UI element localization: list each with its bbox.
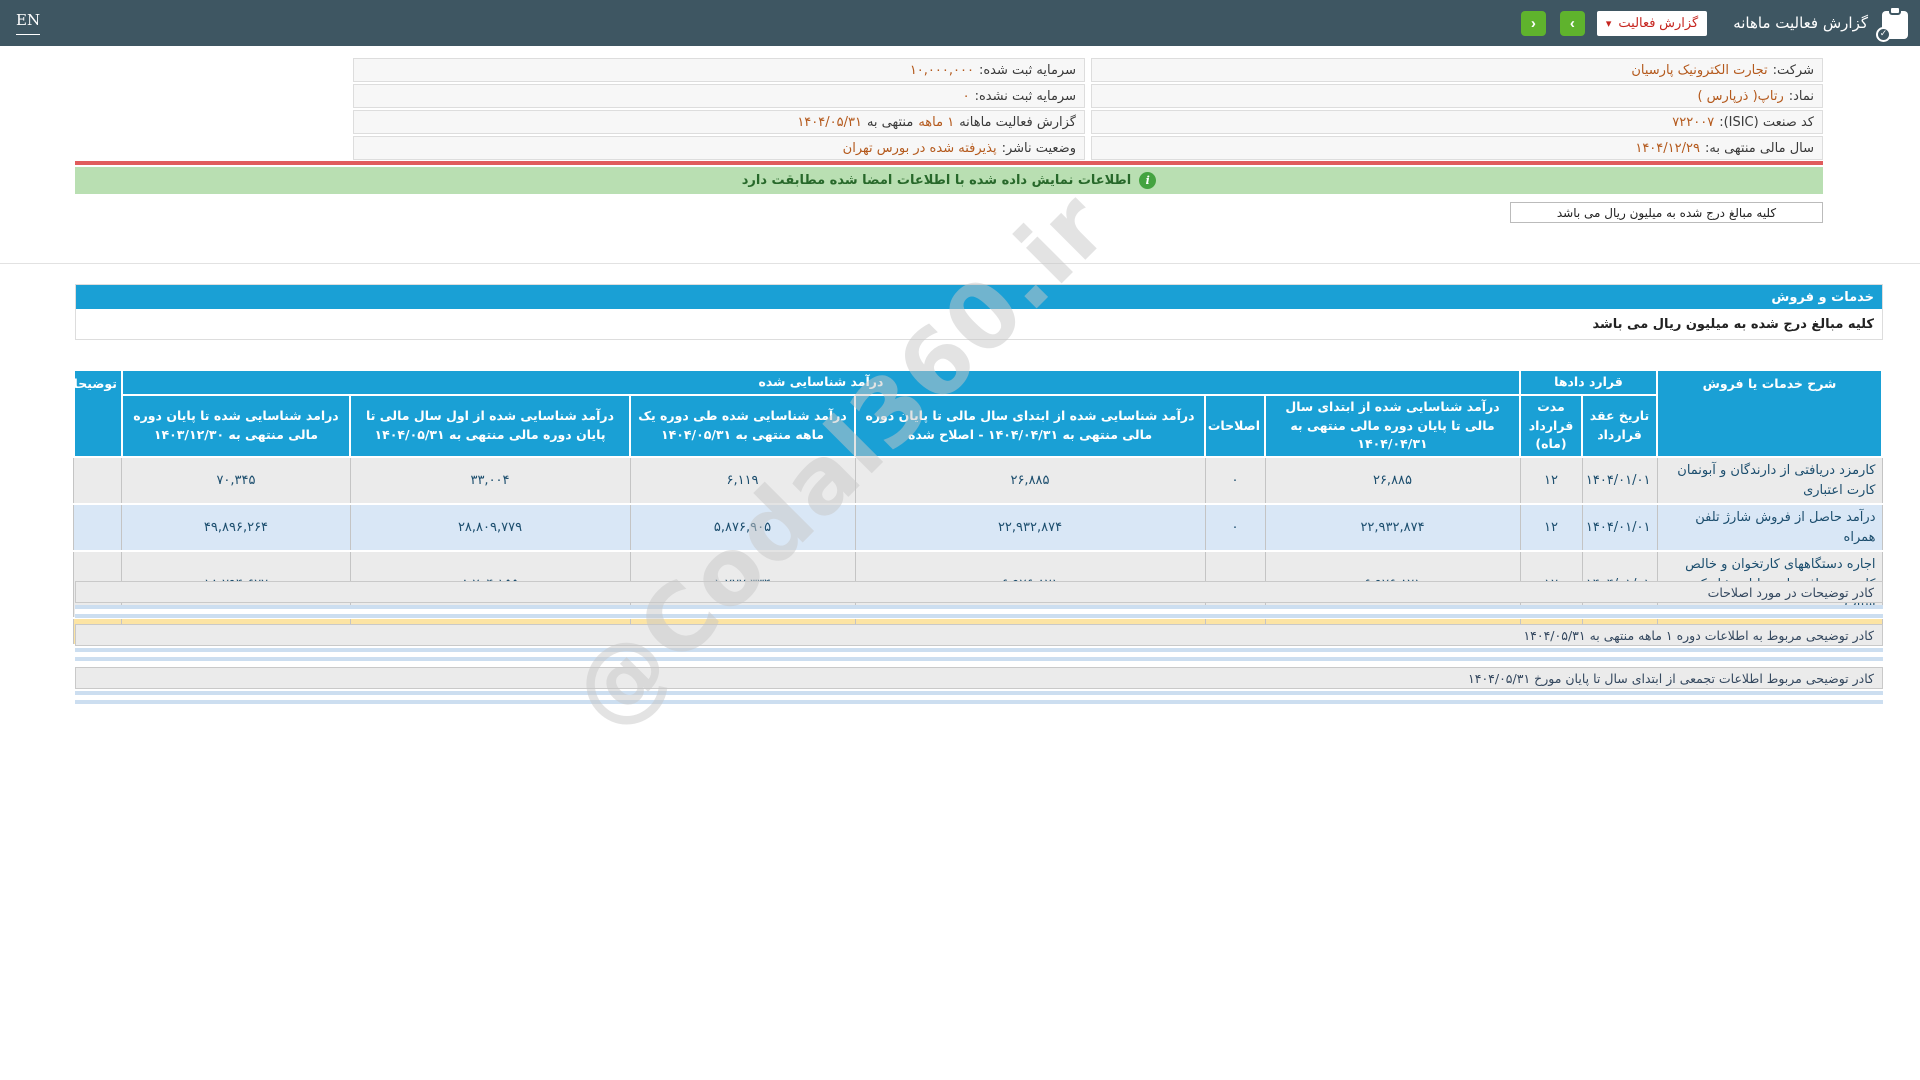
cell-rev-to-0431: ۲۶,۸۸۵ <box>1264 456 1521 505</box>
cell-rev-ytd-0531: ۲۸,۸۰۹,۷۷۹ <box>349 503 631 552</box>
company-value: تجارت الکترونیک پارسیان <box>1631 62 1768 78</box>
top-bar: EN ✓ گزارش فعالیت ماهانه گزارش فعالیت ▾ … <box>0 0 1920 46</box>
signed-data-banner-text: اطلاعات نمایش داده شده با اطلاعات امضا ش… <box>741 173 1132 188</box>
language-switch-link[interactable]: EN <box>16 11 41 35</box>
isic-label: کد صنعت (ISIC): <box>1719 114 1814 130</box>
col-header-contract-duration: مدت قرارداد (ماه) <box>1519 393 1583 459</box>
symbol-row: نماد: رتاپ( ذرپارس ) <box>1091 84 1823 108</box>
monthly-period-note-header: کادر توضیحی مربوط به اطلاعات دوره ۱ ماهه… <box>75 624 1883 646</box>
clipboard-report-icon[interactable]: ✓ <box>1876 6 1910 42</box>
million-rial-note-box: کلیه مبالغ درج شده به میلیون ریال می باش… <box>1510 202 1823 223</box>
monthly-period-note-field <box>75 648 1883 661</box>
cumulative-note-header: کادر توضیحی مربوط اطلاعات تجمعی از ابتدا… <box>75 667 1883 689</box>
cell-rev-one-month: ۵,۸۷۶,۹۰۵ <box>629 503 856 552</box>
cell-adjustments: ۰ <box>1204 456 1266 505</box>
table-sub-header-row: تاریخ عقد قرارداد مدت قرارداد (ماه) درآم… <box>74 393 1882 459</box>
fiscal-year-label: سال مالی منتهی به: <box>1704 140 1814 156</box>
col-header-rev-ytd-0531: درآمد شناسایی شده از اول سال مالی تا پای… <box>349 393 631 459</box>
col-header-description: شرح خدمات یا فروش <box>1656 369 1883 458</box>
services-sales-panel: خدمات و فروش کلیه مبالغ درج شده به میلیو… <box>75 284 1883 340</box>
cell-notes <box>73 503 123 552</box>
issuer-status-row: وضعیت ناشر: پذیرفته شده در بورس تهران <box>353 136 1085 160</box>
cell-description: کارمزد دریافتی از دارندگان و آبونمان کار… <box>1656 456 1883 505</box>
report-period-row: گزارش فعالیت ماهانه ۱ ماهه منتهی به ۱۴۰۴… <box>353 110 1085 134</box>
cell-rev-prev-year: ۴۹,۸۹۶,۲۶۴ <box>121 503 351 552</box>
cell-rev-prev-year: ۷۰,۳۴۵ <box>121 456 351 505</box>
cell-contract-date: ۱۴۰۴/۰۱/۰۱ <box>1581 456 1658 505</box>
cell-duration: ۱۲ <box>1519 503 1583 552</box>
page-divider <box>0 263 1920 264</box>
check-circle-icon: ✓ <box>1876 27 1891 42</box>
table-row: کارمزد دریافتی از دارندگان و آبونمان کار… <box>73 456 1883 505</box>
cell-rev-to-0431-adjusted: ۲۲,۹۳۲,۸۷۴ <box>854 503 1206 552</box>
next-report-button[interactable]: › <box>1559 10 1585 36</box>
unregistered-capital-value: ۰ <box>962 88 970 104</box>
registered-capital-row: سرمایه ثبت شده: ۱۰,۰۰۰,۰۰۰ <box>353 58 1085 82</box>
clipboard-clip <box>1889 6 1901 15</box>
section-million-rial-note: کلیه مبالغ درج شده به میلیون ریال می باش… <box>1592 316 1874 332</box>
report-period-length: ۱ ماهه <box>918 114 955 130</box>
adjustments-note-header: کادر توضیحات در مورد اصلاحات <box>75 581 1883 603</box>
col-header-rev-to-0431: درآمد شناسایی شده از ابتدای سال مالی تا … <box>1264 393 1521 459</box>
info-icon: i <box>1139 172 1157 189</box>
cell-rev-to-0431-adjusted: ۲۶,۸۸۵ <box>854 456 1206 505</box>
cell-description: درآمد حاصل از فروش شارژ تلفن همراه <box>1656 503 1883 552</box>
page-title: گزارش فعالیت ماهانه <box>1733 14 1868 32</box>
unregistered-capital-row: سرمایه ثبت نشده: ۰ <box>353 84 1085 108</box>
company-info-grid: شرکت: تجارت الکترونیک پارسیان سرمایه ثبت… <box>353 58 1823 160</box>
col-header-rev-one-month: درآمد شناسایی شده طی دوره یک ماهه منتهی … <box>629 393 856 459</box>
symbol-value: رتاپ( ذرپارس ) <box>1697 88 1784 104</box>
col-header-notes: توضیحات <box>61 369 123 458</box>
col-header-rev-prev-year: درامد شناسایی شده تا پایان دوره مالی منت… <box>120 393 352 459</box>
col-header-rev-to-0431-adjusted: درآمد شناسایی شده از ابتدای سال مالی تا … <box>854 393 1206 459</box>
chevron-down-icon: ▾ <box>1605 17 1612 30</box>
symbol-label: نماد: <box>1788 88 1814 104</box>
fiscal-year-value: ۱۴۰۴/۱۲/۲۹ <box>1635 140 1700 156</box>
chevron-right-icon: › <box>1569 14 1575 32</box>
topbar-right-cluster: ✓ گزارش فعالیت ماهانه گزارش فعالیت ▾ › ‹ <box>1520 0 1910 46</box>
cumulative-note-field <box>75 691 1883 704</box>
isic-row: کد صنعت (ISIC): ۷۲۲۰۰۷ <box>1091 110 1823 134</box>
chevron-left-icon: ‹ <box>1530 14 1536 32</box>
registered-capital-value: ۱۰,۰۰۰,۰۰۰ <box>909 62 974 78</box>
cell-rev-ytd-0531: ۳۳,۰۰۴ <box>349 456 631 505</box>
col-group-recognized-revenue: درآمد شناسایی شده <box>120 369 1522 396</box>
report-period-prefix: گزارش فعالیت ماهانه <box>959 114 1076 130</box>
cell-rev-to-0431: ۲۲,۹۳۲,۸۷۴ <box>1264 503 1521 552</box>
report-period-middle: منتهی به <box>866 114 914 130</box>
issuer-status-label: وضعیت ناشر: <box>1001 140 1076 156</box>
section-header-services-sales: خدمات و فروش <box>76 285 1882 309</box>
red-divider <box>75 161 1823 165</box>
isic-value: ۷۲۲۰۰۷ <box>1672 114 1715 130</box>
cell-rev-one-month: ۶,۱۱۹ <box>629 456 856 505</box>
adjustments-note-field <box>75 605 1883 618</box>
fiscal-year-row: سال مالی منتهی به: ۱۴۰۴/۱۲/۲۹ <box>1091 136 1823 160</box>
col-header-contract-date: تاریخ عقد قرارداد <box>1581 393 1658 459</box>
cell-notes <box>73 456 123 505</box>
company-name-row: شرکت: تجارت الکترونیک پارسیان <box>1091 58 1823 82</box>
col-header-adjustments: اصلاحات <box>1204 393 1266 459</box>
report-period-date: ۱۴۰۴/۰۵/۳۱ <box>797 114 862 130</box>
report-type-label: گزارش فعالیت <box>1618 15 1699 30</box>
cell-duration: ۱۲ <box>1519 456 1583 505</box>
cell-adjustments: ۰ <box>1204 503 1266 552</box>
report-type-dropdown[interactable]: گزارش فعالیت ▾ <box>1596 10 1708 36</box>
col-group-contracts: قرارد دادها <box>1519 369 1658 396</box>
table-group-header-row: شرح خدمات یا فروش قرارد دادها درآمد شناس… <box>61 369 1883 458</box>
issuer-status-value: پذیرفته شده در بورس تهران <box>842 140 997 156</box>
previous-report-button[interactable]: ‹ <box>1520 10 1546 36</box>
registered-capital-label: سرمایه ثبت شده: <box>978 62 1076 78</box>
table-row: درآمد حاصل از فروش شارژ تلفن همراه ۱۴۰۴/… <box>73 503 1883 552</box>
unregistered-capital-label: سرمایه ثبت نشده: <box>974 88 1076 104</box>
cell-contract-date: ۱۴۰۴/۰۱/۰۱ <box>1581 503 1658 552</box>
explanation-notes-section: کادر توضیحات در مورد اصلاحات کادر توضیحی… <box>75 581 1883 710</box>
signed-data-banner: i اطلاعات نمایش داده شده با اطلاعات امضا… <box>75 167 1823 194</box>
company-label: شرکت: <box>1772 62 1814 78</box>
